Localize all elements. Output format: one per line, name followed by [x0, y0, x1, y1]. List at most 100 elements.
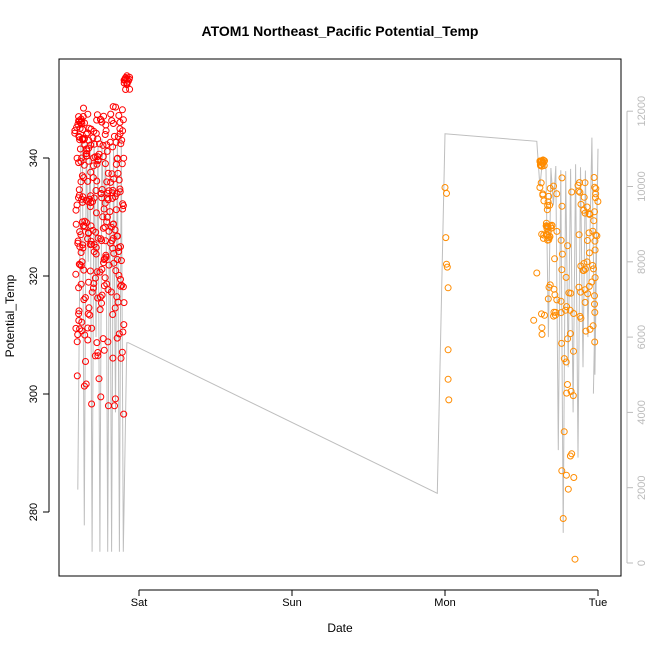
series-segment1-point: [75, 186, 83, 194]
series-segment1-point: [103, 213, 111, 221]
series-segment1-point: [115, 248, 123, 255]
series-segment2-point: [543, 206, 551, 214]
series-segment1-point: [77, 280, 85, 288]
series-segment2-point: [591, 237, 599, 245]
series-segment1-point: [72, 324, 80, 332]
series-segment1-point: [107, 110, 115, 118]
series-segment2-point: [564, 242, 572, 250]
series-segment1-point: [122, 86, 130, 93]
series-segment1-point: [118, 160, 126, 168]
series-segment1-point: [119, 205, 127, 213]
series-segment1-point: [118, 136, 126, 144]
y-left-tick-label: 280: [28, 503, 40, 521]
series-segment2-point: [562, 471, 570, 479]
series-segment2-point: [562, 358, 570, 366]
series-segment1-point: [73, 338, 81, 346]
series-segment1-point: [102, 253, 110, 261]
series-segment2-point: [444, 375, 452, 383]
series-segment2-point: [537, 179, 545, 187]
series-segment1-point: [117, 275, 124, 283]
series-segment2-point: [575, 283, 583, 291]
series-segment2-point: [558, 339, 566, 347]
series-segment2-point: [560, 428, 568, 436]
series-segment2-point: [567, 289, 575, 297]
series-segment1-point: [80, 382, 88, 390]
series-segment2-point: [577, 314, 585, 322]
series-segment1-point: [72, 270, 80, 278]
series-segment2-point: [551, 255, 559, 263]
series-segment1-point: [92, 244, 100, 251]
series-segment1-point: [76, 325, 84, 333]
y-right-tick-label: 2000: [636, 475, 648, 499]
series-segment1-point: [109, 311, 117, 318]
series-segment2-point: [585, 229, 593, 237]
series-segment1-point: [116, 185, 124, 193]
series-segment1-point: [77, 262, 85, 270]
series-segment1-point: [99, 213, 107, 221]
series-segment1-point: [110, 259, 118, 267]
series-segment2-point: [560, 355, 568, 363]
series-segment2-point: [589, 262, 597, 269]
series-segment1-point: [104, 169, 112, 177]
series-segment1-point: [117, 140, 125, 148]
y-axis-label: Potential_Temp: [3, 274, 17, 357]
x-tick-label: Mon: [434, 597, 455, 609]
series-segment2-point: [442, 234, 450, 242]
series-segment2-point: [563, 303, 571, 311]
series-segment2-point: [566, 306, 574, 314]
series-segment1-point: [88, 400, 96, 408]
series-segment1-point: [87, 237, 95, 245]
series-segment1-point: [104, 194, 111, 202]
series-segment2-point: [585, 249, 593, 257]
series-segment2-point: [539, 158, 547, 166]
series-segment1-point: [120, 410, 128, 418]
series-segment2-point: [570, 347, 577, 355]
series-segment2-point: [563, 389, 571, 397]
series-segment1-point: [87, 199, 95, 207]
series-segment1-points: [71, 72, 134, 418]
series-segment2-point: [568, 188, 576, 196]
series-segment1-point: [113, 334, 121, 342]
series-segment2-point: [558, 202, 566, 210]
series-segment1-point: [83, 150, 90, 157]
series-segment1-point: [79, 244, 87, 252]
series-segment1-point: [101, 160, 109, 168]
series-segment2-point: [592, 190, 600, 198]
series-segment2-point: [566, 330, 574, 338]
plot-frame: [58, 58, 622, 577]
series-segment2-point: [591, 183, 599, 191]
series-segment1-point: [101, 255, 109, 263]
series-segment1-point: [116, 125, 124, 133]
x-axis-label: Date: [327, 621, 353, 635]
series-segment1-point: [75, 132, 83, 140]
series-segment1-point: [114, 232, 121, 240]
series-segment1-point: [86, 311, 94, 319]
series-segment2-point: [550, 285, 558, 293]
series-segment1-point: [107, 288, 115, 296]
series-segment1-point: [82, 380, 90, 388]
series-segment1-point: [82, 130, 90, 138]
series-segment2-point: [562, 306, 570, 314]
series-segment1-point: [96, 268, 104, 276]
series-segment2-point: [584, 237, 591, 244]
series-segment2-point: [441, 184, 449, 191]
series-segment2-point: [550, 312, 558, 320]
series-segment1-point: [81, 294, 89, 302]
series-segment1-point: [103, 178, 111, 186]
series-segment1-point: [120, 154, 128, 162]
series-segment2-point: [584, 290, 592, 298]
series-segment2-point: [544, 222, 552, 230]
series-segment2-point: [576, 188, 584, 196]
y-right-tick-label: 10000: [636, 171, 648, 202]
series-segment2-point: [590, 265, 597, 273]
series-segment1-point: [94, 352, 102, 360]
series-segment1-point: [106, 208, 114, 216]
series-segment1-point: [99, 224, 107, 232]
series-segment2-point: [580, 193, 588, 201]
series-segment1-point: [77, 158, 85, 166]
series-segment2-point: [443, 263, 451, 271]
series-segment2-points: [441, 156, 602, 563]
series-segment1-point: [101, 223, 109, 231]
